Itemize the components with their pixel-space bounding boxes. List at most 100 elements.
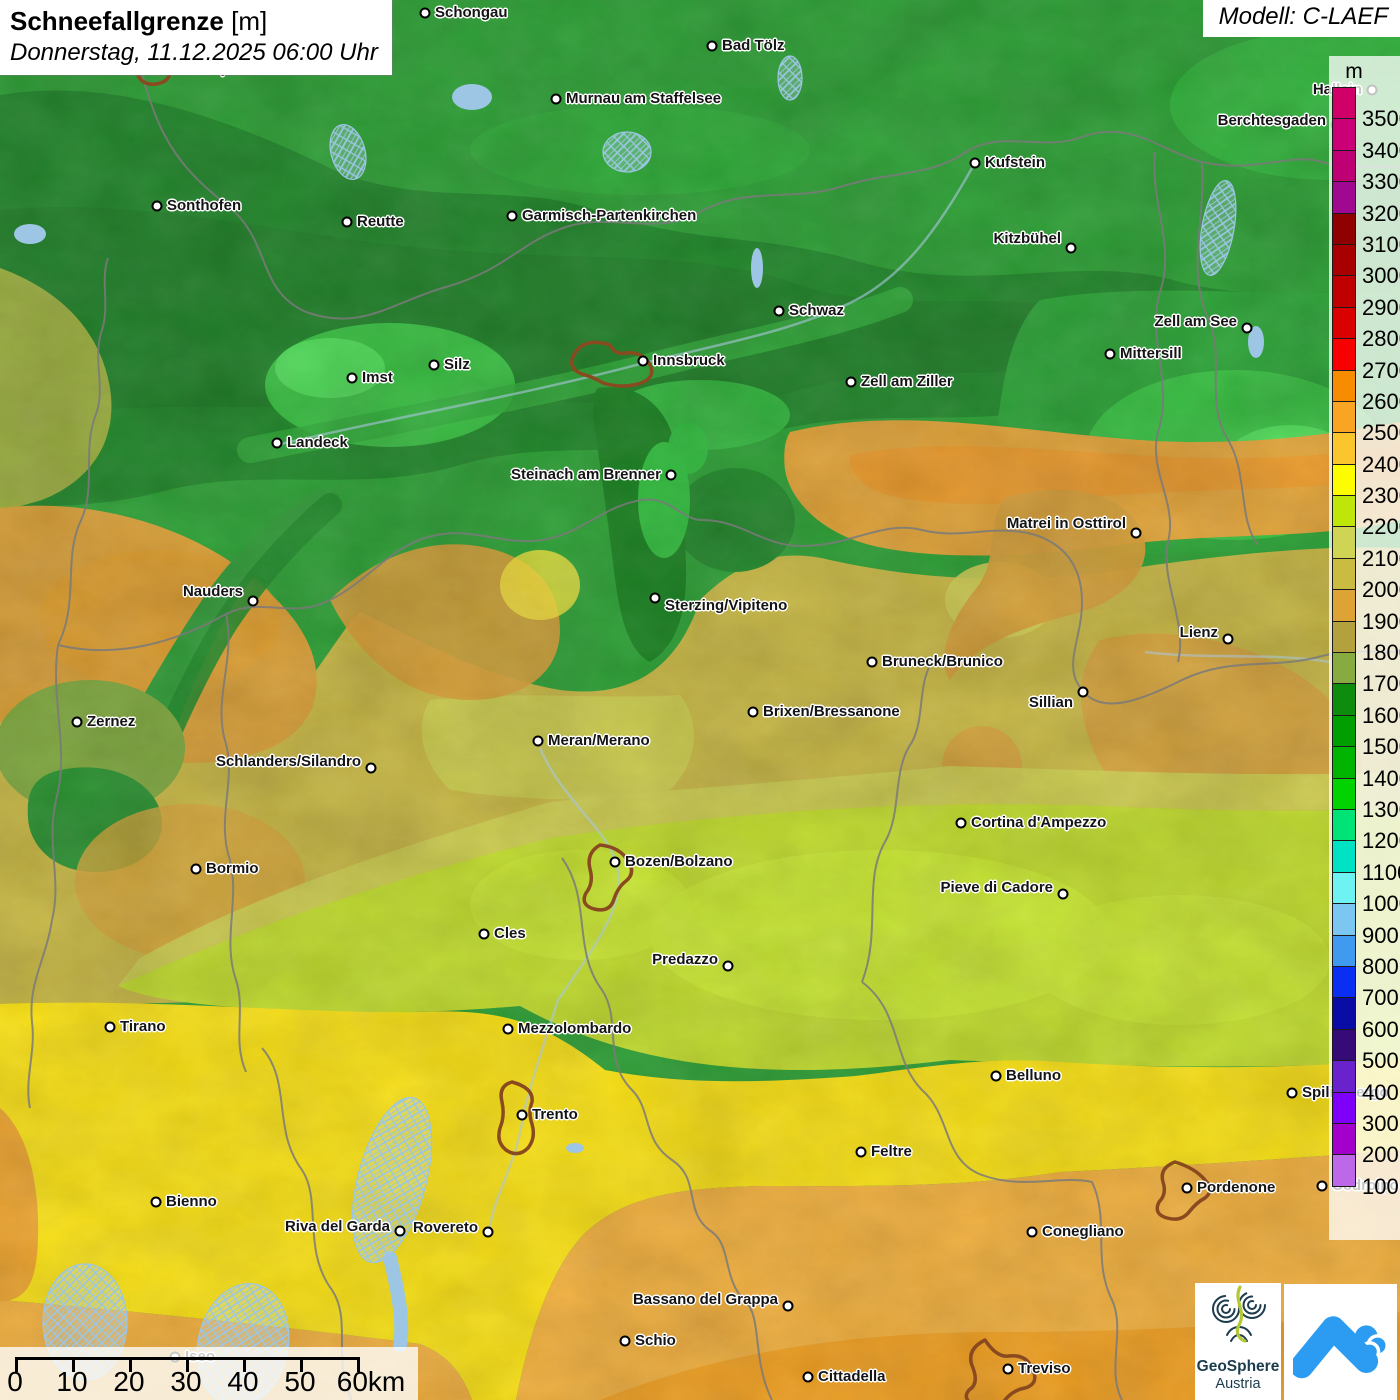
- scalebar-tick: [300, 1357, 303, 1372]
- city-dot-icon: [482, 1226, 494, 1238]
- legend-cell-2000: 2000: [1332, 557, 1400, 602]
- legend-cell-2400: 2400: [1332, 432, 1400, 476]
- city-dot-icon: [855, 1146, 867, 1158]
- city-dot-icon: [1286, 1087, 1298, 1099]
- city-dot-icon: [747, 706, 759, 718]
- city-label: Treviso: [1018, 1360, 1071, 1378]
- city-label: Mezzolombardo: [518, 1020, 632, 1038]
- geosphere-logo-box: GeoSphere Austria: [1195, 1283, 1281, 1400]
- legend-value: 2600: [1362, 388, 1400, 414]
- legend-cell-2100: 2100: [1332, 526, 1400, 570]
- legend-cell-2300: 2300: [1332, 463, 1400, 508]
- legend-value: 100: [1362, 1173, 1399, 1199]
- legend-value: 2500: [1362, 420, 1400, 446]
- legend-value: 3100: [1362, 231, 1400, 257]
- city-dot-icon: [802, 1371, 814, 1383]
- city-dot-icon: [845, 376, 857, 388]
- city-label: Cles: [494, 925, 526, 943]
- city-label: Nauders: [182, 583, 243, 601]
- legend-cell-100: 100: [1332, 1154, 1399, 1198]
- city-dot-icon: [955, 817, 967, 829]
- title-unit: [m]: [231, 6, 268, 36]
- city-dot-icon: [341, 216, 353, 228]
- scalebar-label: 20: [113, 1366, 145, 1397]
- city-label: Landeck: [287, 434, 348, 452]
- city-dot-icon: [346, 372, 358, 384]
- city-dot-icon: [1316, 1180, 1328, 1192]
- legend-value: 2900: [1362, 294, 1400, 320]
- geosphere-country: Austria: [1215, 1376, 1261, 1392]
- legend-value: 200: [1362, 1142, 1399, 1168]
- legend-value: 1900: [1362, 608, 1400, 634]
- legend-value: 300: [1362, 1110, 1399, 1136]
- legend-cell-1300: 1300: [1332, 777, 1400, 821]
- geosphere-name: GeoSphere: [1196, 1358, 1280, 1375]
- legend-cell-400: 400: [1332, 1060, 1399, 1104]
- legend-cell-1500: 1500: [1332, 714, 1400, 759]
- border-layer: [27, 0, 1400, 1400]
- city-label: Conegliano: [1042, 1223, 1124, 1241]
- city-label: Schlanders/Silandro: [215, 753, 361, 771]
- city-dot-icon: [478, 928, 490, 940]
- city-dot-icon: [532, 735, 544, 747]
- city-label: Bad Tölz: [722, 37, 785, 55]
- scalebar-label: 60km: [336, 1366, 406, 1397]
- partner-logo-box: [1284, 1284, 1397, 1400]
- scalebar-tick: [243, 1357, 246, 1372]
- city-label: Bormio: [206, 860, 259, 878]
- legend-cell-3500: 3500: [1332, 87, 1400, 131]
- city-dot-icon: [1026, 1226, 1038, 1238]
- city-dot-icon: [1104, 348, 1116, 360]
- city-dot-icon: [637, 355, 649, 367]
- city-label: Sillian: [1028, 694, 1073, 712]
- legend-cell-3400: 3400: [1332, 118, 1400, 162]
- legend-cell-800: 800: [1332, 934, 1399, 978]
- city-dot-icon: [271, 437, 283, 449]
- city-label: Predazzo: [652, 951, 718, 969]
- city-label: Silz: [444, 356, 470, 374]
- city-dot-icon: [773, 305, 785, 317]
- city-label: Bienno: [166, 1193, 217, 1211]
- city-label: Imst: [362, 369, 393, 387]
- model-label: Modell: C-LAEF: [1218, 3, 1388, 30]
- city-dot-icon: [649, 592, 661, 604]
- city-label: Cittadella: [818, 1368, 886, 1386]
- scalebar-label: 10: [56, 1366, 88, 1397]
- city-label: Matrei in Osttirol: [1006, 515, 1126, 533]
- legend-cell-200: 200: [1332, 1122, 1399, 1167]
- scalebar-label: 0: [7, 1366, 23, 1397]
- city-dot-icon: [419, 7, 431, 19]
- city-label: Sterzing/Vipiteno: [665, 597, 788, 615]
- city-label: Sonthofen: [167, 197, 242, 215]
- legend-value: 800: [1362, 953, 1399, 979]
- legend-value: 500: [1362, 1048, 1399, 1074]
- city-label: Reutte: [357, 213, 404, 231]
- city-dot-icon: [619, 1335, 631, 1347]
- legend-cell-2800: 2800: [1332, 306, 1400, 351]
- scalebar-label: 50: [284, 1366, 316, 1397]
- scalebar-label: 40: [227, 1366, 259, 1397]
- legend-cell-1100: 1100: [1332, 840, 1400, 884]
- city-dot-icon: [665, 469, 677, 481]
- legend-value: 3400: [1362, 137, 1400, 163]
- city-dot-icon: [609, 856, 621, 868]
- city-label: Pieve di Cadore: [940, 879, 1053, 897]
- city-label: Bruneck/Brunico: [882, 653, 1003, 671]
- city-label: Meran/Merano: [548, 732, 650, 750]
- city-dot-icon: [506, 210, 518, 222]
- legend-cell-500: 500: [1332, 1028, 1399, 1073]
- city-label: Cortina d'Ampezzo: [971, 814, 1107, 832]
- city-dot-icon: [502, 1023, 514, 1035]
- city-label: Kitzbühel: [993, 230, 1062, 248]
- scalebar-tick: [72, 1357, 75, 1372]
- title-box: Schneefallgrenze [m] Donnerstag, 11.12.2…: [0, 0, 392, 75]
- legend-value: 2300: [1362, 483, 1400, 509]
- legend-value: 2000: [1362, 577, 1400, 603]
- legend-value: 1600: [1362, 702, 1400, 728]
- legend-value: 2200: [1362, 514, 1400, 540]
- scalebar-tick: [15, 1357, 18, 1372]
- city-label: Steinach am Brenner: [510, 466, 661, 484]
- city-label: Riva del Garda: [284, 1218, 390, 1236]
